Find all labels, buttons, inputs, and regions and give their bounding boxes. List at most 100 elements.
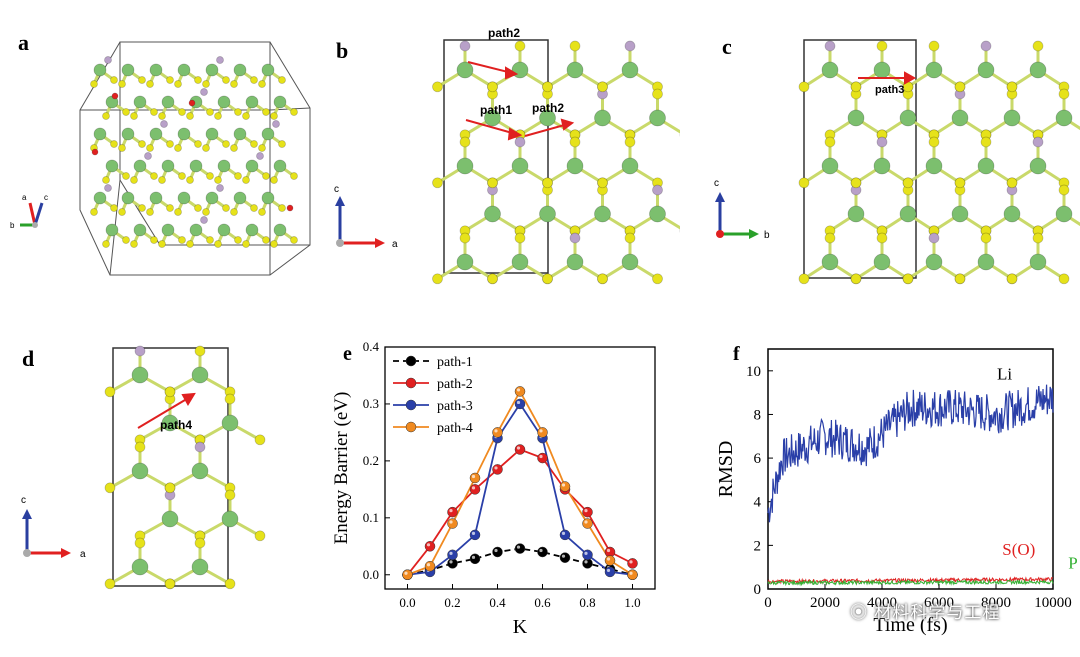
li-atom — [93, 63, 107, 77]
s-atom — [214, 112, 222, 120]
panel-label-d: d — [22, 346, 35, 371]
li-atom — [149, 63, 163, 77]
s-atom — [202, 144, 210, 152]
data-point — [582, 506, 593, 518]
s-atom — [954, 177, 966, 189]
li-atom — [149, 191, 163, 205]
series-label-S(O): S(O) — [1002, 540, 1035, 559]
axis-label-b: b — [10, 221, 15, 230]
li-atom — [189, 159, 203, 173]
li-atom — [161, 510, 179, 528]
p-atom — [200, 216, 208, 224]
x-tick-label: 0.0 — [399, 595, 415, 610]
li-atom — [161, 414, 179, 432]
s-atom — [278, 204, 286, 212]
li-atom — [649, 205, 666, 223]
li-atom — [566, 61, 584, 79]
data-point — [537, 427, 548, 438]
axis-label-c: c — [334, 184, 339, 195]
path-arrows-b — [465, 61, 575, 141]
s-atom — [122, 108, 130, 116]
panel-label-a: a — [18, 30, 29, 55]
y-tick-label: 0.0 — [363, 567, 379, 582]
li-atom — [456, 157, 474, 175]
s-atom — [222, 76, 230, 84]
li-atom — [873, 61, 891, 79]
s-atom — [110, 140, 118, 148]
li-atom — [217, 159, 231, 173]
s-atom — [206, 236, 214, 244]
s-atom — [902, 177, 914, 189]
p-atom — [256, 152, 264, 160]
s-atom — [824, 136, 836, 148]
p-atom — [624, 40, 636, 52]
li-atom — [1029, 61, 1047, 79]
panel-label-c: c — [722, 34, 732, 59]
axis-label-c: c — [714, 178, 719, 189]
li-atom — [221, 510, 239, 528]
legend-label: path-2 — [437, 377, 473, 392]
s-atom — [224, 578, 236, 590]
data-point — [492, 464, 503, 475]
unit-cell-box — [443, 39, 549, 274]
p-atom — [980, 40, 992, 52]
s-atom — [850, 177, 862, 189]
s-atom — [118, 80, 126, 88]
s-atom — [242, 240, 250, 248]
data-point — [604, 566, 616, 578]
s-atom — [652, 88, 663, 100]
data-point — [447, 506, 458, 518]
atoms-a — [90, 56, 298, 248]
axis-label-c: c — [44, 193, 48, 202]
li-atom — [133, 159, 147, 173]
s-atom — [214, 240, 222, 248]
s-atom — [202, 80, 210, 88]
li-atom — [847, 205, 865, 223]
li-atom — [899, 109, 917, 127]
s-atom — [254, 530, 266, 542]
data-point — [537, 546, 548, 558]
li-atom — [105, 159, 119, 173]
li-atom — [161, 223, 175, 237]
data-point — [492, 546, 503, 558]
s-atom — [542, 81, 553, 93]
s-atom — [487, 177, 498, 189]
data-point — [447, 558, 458, 569]
s-atom — [104, 578, 116, 590]
li-atom — [131, 558, 149, 576]
p-atom — [928, 232, 940, 244]
s-atom — [230, 208, 238, 216]
s-atom — [104, 386, 116, 398]
x-tick-label: 0.2 — [444, 595, 460, 610]
s-atom — [174, 144, 182, 152]
s-atom — [166, 140, 174, 148]
s-atom — [270, 112, 278, 120]
li-atom — [1003, 109, 1021, 127]
plot-frame — [767, 348, 1054, 590]
p-atom — [272, 120, 280, 128]
s-atom — [186, 176, 194, 184]
li-atom — [621, 157, 639, 175]
atoms-c — [798, 40, 1080, 285]
y-tick-label: 8 — [754, 407, 762, 423]
p-atom — [459, 40, 471, 52]
data-point — [469, 484, 481, 495]
s-atom — [262, 236, 270, 244]
p-atom — [652, 184, 663, 196]
o-atom — [111, 92, 119, 100]
data-point — [447, 549, 458, 561]
li-atom — [273, 95, 287, 109]
o-atom — [188, 99, 196, 107]
p-atom — [160, 120, 168, 128]
s-atom — [290, 108, 298, 116]
s-atom — [597, 273, 608, 285]
li-atom — [925, 253, 943, 271]
s-atom — [206, 108, 214, 116]
li-atom — [93, 127, 107, 141]
li-atom — [221, 414, 239, 432]
s-atom — [230, 144, 238, 152]
s-atom — [432, 177, 443, 189]
li-atom — [177, 63, 191, 77]
li-atom — [594, 109, 611, 127]
axis-triad-a: a c b — [10, 193, 48, 230]
